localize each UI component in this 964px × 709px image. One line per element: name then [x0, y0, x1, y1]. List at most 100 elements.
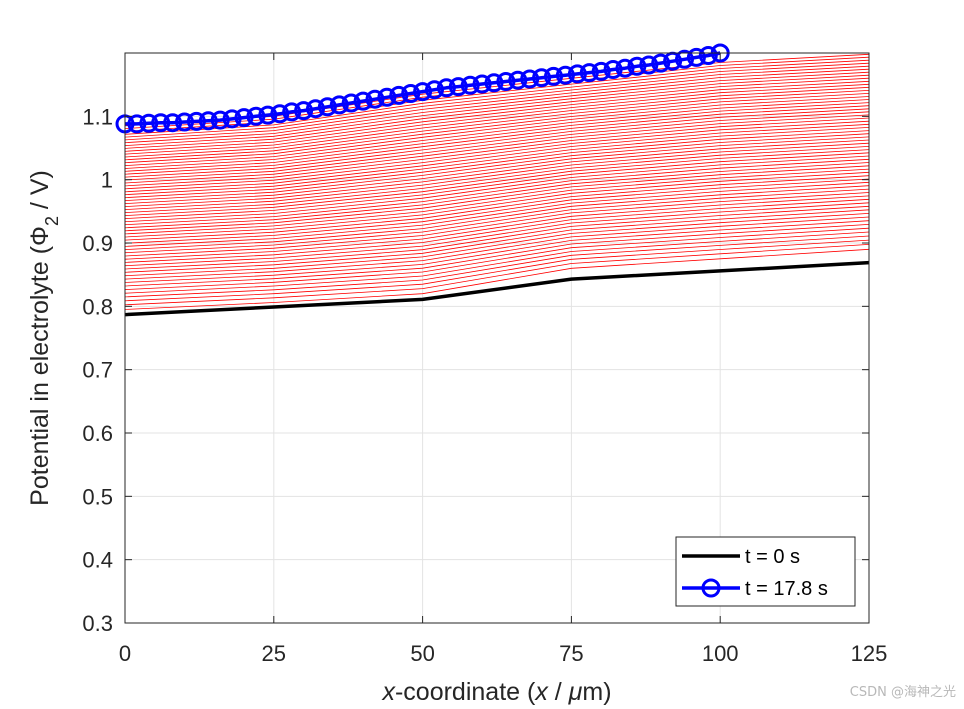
- y-axis-label: Potential in electrolyte (Φ2 / V): [26, 170, 62, 506]
- series-marker-t17: [496, 72, 516, 91]
- legend-marker-t17: [701, 578, 721, 598]
- intermediate-curve: [124, 235, 870, 298]
- y-tick-label: 1.1: [82, 104, 113, 129]
- intermediate-curve: [124, 146, 870, 213]
- legend-label-t17: t = 17.8 s: [745, 578, 828, 600]
- intermediate-curve: [124, 175, 870, 241]
- series-marker-t17: [341, 93, 361, 113]
- series-marker-t17: [163, 113, 183, 133]
- x-tick-label: 0: [119, 641, 131, 666]
- x-axis-label: x-coordinate (x / μm): [381, 678, 611, 706]
- intermediate-curve: [124, 231, 870, 294]
- series-marker-t17: [317, 97, 337, 117]
- series-marker-t17: [186, 111, 206, 131]
- intermediate-curve: [124, 80, 870, 152]
- series-marker-t17: [198, 111, 218, 131]
- intermediate-curve: [124, 96, 870, 166]
- series-marker-t17: [306, 99, 325, 119]
- intermediate-curve: [124, 227, 870, 290]
- series-marker-t17: [698, 46, 718, 65]
- intermediate-curve: [124, 198, 870, 263]
- ticks: 0 25 50 75 100 125 0.3 0.4 0.5 0.6 0.7 0.8 0.9 1 1.1: [82, 53, 887, 666]
- intermediate-curve: [124, 120, 870, 190]
- series-marker-t17: [413, 82, 433, 102]
- series-marker-t17: [615, 58, 635, 78]
- series-marker-t17: [210, 110, 230, 130]
- intermediate-curve: [124, 90, 870, 161]
- intermediate-curve: [124, 162, 870, 229]
- series-line-t0: [124, 260, 870, 317]
- y-tick-label: 0.3: [82, 611, 113, 636]
- intermediate-curve: [124, 74, 870, 146]
- intermediate-curve: [124, 224, 870, 287]
- intermediate-curve: [124, 102, 870, 172]
- x-tick-label: 50: [410, 641, 434, 666]
- intermediate-curve: [124, 142, 870, 210]
- intermediate-curve: [124, 188, 870, 254]
- y-tick-label: 0.7: [82, 358, 113, 383]
- intermediate-curve: [124, 181, 870, 247]
- intermediate-curve: [124, 168, 870, 235]
- intermediate-curve: [124, 195, 870, 260]
- series-marker-t17: [401, 84, 421, 103]
- intermediate-curve: [124, 244, 870, 306]
- series-marker-t17: [329, 95, 349, 115]
- series-marker-t17: [270, 104, 290, 124]
- series-marker-t17: [651, 53, 671, 73]
- intermediate-curve: [124, 123, 870, 193]
- series-marker-t17: [555, 65, 575, 85]
- series-marker-t17: [377, 87, 397, 107]
- series-marker-t17: [460, 75, 480, 95]
- intermediate-curve: [124, 114, 870, 184]
- intermediate-curve: [124, 99, 870, 169]
- series-marker-t17: [234, 108, 254, 128]
- x-tick-label: 75: [559, 641, 583, 666]
- plot-box: [124, 52, 870, 624]
- series-marker-t17: [222, 109, 242, 129]
- legend-label-t0: t = 0 s: [745, 546, 800, 568]
- y-tick-label: 0.4: [82, 548, 113, 573]
- intermediate-curve: [124, 239, 870, 302]
- intermediate-curve: [124, 213, 870, 277]
- intermediate-curve: [124, 178, 870, 244]
- intermediate-curve: [124, 158, 870, 226]
- intermediate-curve: [124, 130, 870, 199]
- intermediate-curve: [124, 62, 870, 135]
- series-marker-t17: [436, 78, 456, 98]
- intermediate-curve: [124, 133, 870, 201]
- intermediate-curve: [124, 65, 870, 138]
- intermediate-curve: [124, 117, 870, 187]
- y-tick-label: 0.6: [82, 421, 113, 446]
- intermediate-curve: [124, 248, 870, 310]
- x-tick-label: 125: [851, 641, 888, 666]
- series-marker-t17: [425, 80, 444, 100]
- series-marker-t17: [675, 49, 694, 69]
- series-marker-t17: [294, 101, 314, 121]
- series-marker-t17: [591, 61, 611, 81]
- watermark: CSDN @海神之光: [850, 685, 956, 700]
- intermediate-curve: [124, 155, 870, 223]
- series-marker-t17: [365, 89, 385, 109]
- series-marker-t17: [139, 113, 159, 133]
- series-marker-t17: [389, 85, 409, 105]
- x-tick-label: 25: [262, 641, 286, 666]
- series-marker-t17: [603, 60, 623, 79]
- series-marker-t17: [353, 91, 373, 111]
- series-marker-t17: [258, 105, 278, 125]
- series-marker-t17: [567, 64, 587, 84]
- intermediate-curve: [124, 185, 870, 250]
- intermediate-curve: [124, 171, 870, 238]
- x-tick-label: 100: [702, 641, 739, 666]
- series-marker-t17: [627, 56, 647, 76]
- intermediate-curve: [124, 136, 870, 204]
- series-marker-t17: [472, 74, 492, 94]
- y-tick-label: 0.8: [82, 294, 113, 319]
- intermediate-curve: [124, 209, 870, 273]
- intermediate-curve: [124, 108, 870, 178]
- intermediate-curve: [124, 105, 870, 175]
- intermediate-curve: [124, 149, 870, 216]
- intermediate-curve: [124, 205, 870, 270]
- series-marker-t17: [175, 112, 194, 132]
- intermediate-curve: [124, 192, 870, 257]
